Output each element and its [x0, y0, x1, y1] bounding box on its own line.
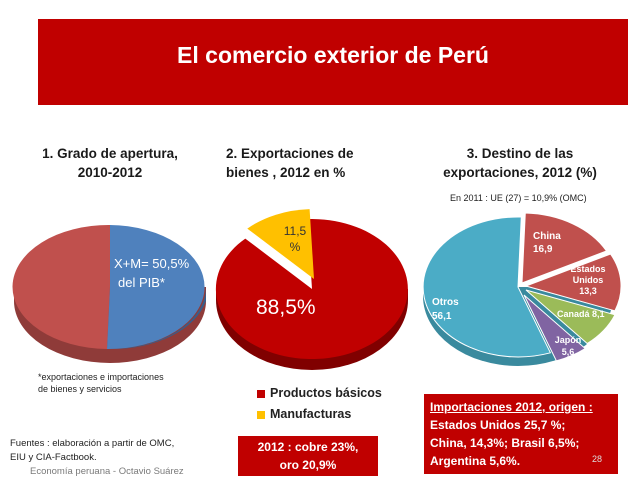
pie3-slice-japon	[523, 294, 587, 362]
panel3-title-line1: 3. Destino de las	[466, 146, 574, 161]
pie3-label-china-l2: 16,9	[533, 244, 553, 255]
imports-line3: China, 14,3%; Brasil 6,5%;	[430, 436, 580, 450]
pie2-slice-manufacturas	[247, 209, 314, 279]
pie3-slice-estados-unidos	[524, 253, 622, 312]
panel2-title-line1: 2. Exportaciones de	[226, 146, 354, 161]
pie2-label-manufacturas-l1: 11,5	[283, 224, 307, 238]
pie3-label-otros: Otros 56,1	[432, 296, 459, 324]
page-number: 28	[592, 454, 603, 464]
panel1-title-line1: 1. Grado de apertura,	[42, 146, 178, 161]
pie3-label-canada: Canadá 8,1	[557, 309, 605, 319]
panel2-title-line2: bienes , 2012 en %	[226, 165, 346, 180]
footnote-line1: *exportaciones e importaciones	[38, 372, 164, 382]
legend-label-productos: Productos básicos	[270, 386, 382, 400]
pie3-label-eeuu: Estados Unidos 13,3	[566, 264, 610, 297]
pie3-label-eeuu-l2: Unidos	[572, 275, 604, 285]
title-banner	[38, 19, 628, 105]
pie3-label-china-l1: China	[533, 231, 561, 242]
footnote-line2: de bienes y servicios	[38, 384, 122, 394]
pie3-label-japon-l1: Japón	[554, 335, 582, 345]
panel1-title: 1. Grado de apertura, 2010-2012	[20, 144, 200, 182]
panel2-title: 2. Exportaciones de bienes , 2012 en %	[226, 144, 366, 182]
pie3-slice-china	[521, 212, 608, 284]
slide-title: El comercio exterior de Perú	[177, 42, 489, 68]
pie1	[12, 224, 206, 363]
pie3-label-china: China 16,9	[533, 230, 561, 256]
imports-line2: Estados Unidos 25,7 %;	[430, 418, 566, 432]
pie3-label-japon: Japón 5,6	[553, 334, 583, 358]
pie1-label: X+M= 50,5% del PIB*	[114, 254, 189, 292]
imports-box: Importaciones 2012, origen : Estados Uni…	[424, 394, 618, 474]
pie2-label-manufacturas-l2: %	[289, 240, 301, 254]
footnote: *exportaciones e importaciones de bienes…	[38, 371, 164, 395]
imports-line4: Argentina 5,6%.	[430, 454, 521, 468]
panel3-title-line2: exportaciones, 2012 (%)	[443, 165, 597, 180]
imports-line1: Importaciones 2012, origen :	[430, 400, 593, 414]
panel3-note: En 2011 : UE (27) = 10,9% (OMC)	[450, 193, 587, 203]
pie3	[422, 212, 622, 366]
panel1-title-line2: 2010-2012	[77, 165, 143, 180]
pie2-label-productos: 88,5%	[256, 296, 316, 319]
pie3-slice-otros	[422, 216, 552, 358]
legend-swatch-productos	[257, 390, 265, 398]
pie3-label-otros-l2: 56,1	[432, 311, 452, 322]
pie2	[215, 209, 408, 370]
sources: Fuentes : elaboración a partir de OMC, E…	[10, 437, 174, 465]
pie1-label-line1: X+M= 50,5%	[114, 256, 190, 271]
pie3-label-eeuu-l3: 13,3	[579, 286, 597, 296]
sources-line2: EIU y CIA-Factbook.	[10, 452, 97, 463]
copper-box-line2: oro 20,9%	[279, 458, 337, 472]
legend-label-manufacturas: Manufacturas	[270, 407, 352, 421]
sources-line1: Fuentes : elaboración a partir de OMC,	[10, 438, 175, 449]
pie3-label-eeuu-l1: Estados	[570, 264, 606, 274]
pie1-label-line2: del PIB*	[118, 275, 165, 290]
legend-swatch-manufacturas	[257, 411, 265, 419]
pie3-slice-canada	[525, 289, 616, 345]
pie1-slice-resto	[12, 224, 111, 349]
copper-box-line1: 2012 : cobre 23%,	[257, 440, 359, 454]
pie3-label-japon-l2: 5,6	[561, 347, 575, 357]
panel3-title: 3. Destino de las exportaciones, 2012 (%…	[420, 144, 620, 182]
pie2-slice-productos-basicos	[215, 219, 408, 360]
copper-gold-box: 2012 : cobre 23%, oro 20,9%	[238, 436, 378, 476]
pie3-label-otros-l1: Otros	[432, 297, 459, 308]
author: Economía peruana - Octavio Suárez	[30, 466, 184, 477]
pie1-slice-xm	[107, 225, 205, 350]
pie2-label-manufacturas: 11,5 %	[275, 223, 315, 255]
